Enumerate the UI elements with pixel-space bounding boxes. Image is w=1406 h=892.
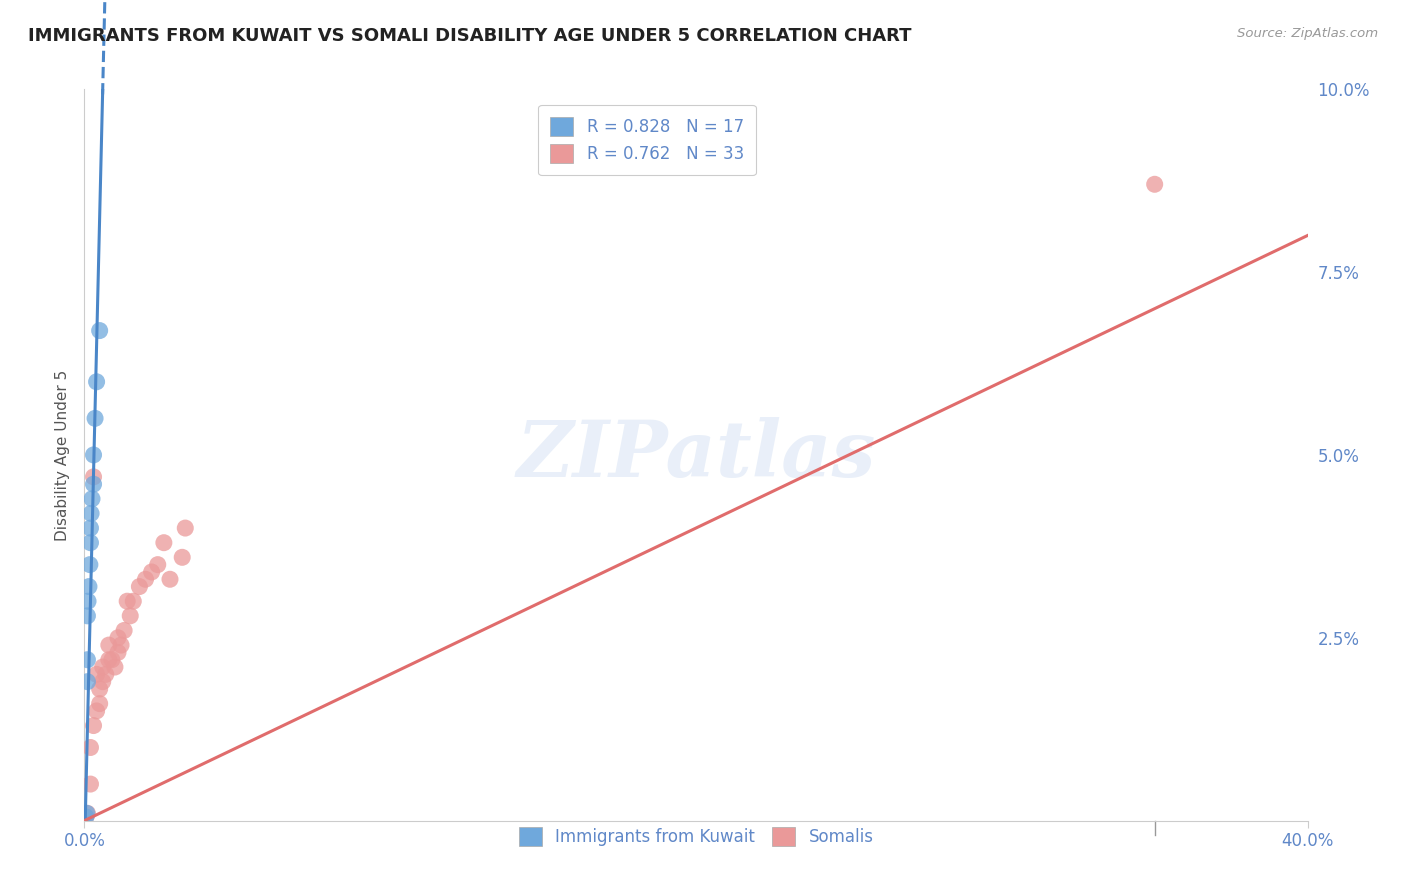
Point bbox=[107, 645, 129, 659]
Text: ZIPatlas: ZIPatlas bbox=[516, 417, 876, 493]
Point bbox=[146, 558, 169, 572]
Point bbox=[83, 470, 105, 484]
Point bbox=[76, 806, 98, 821]
Point bbox=[97, 653, 120, 667]
Point bbox=[79, 535, 101, 549]
Legend: Immigrants from Kuwait, Somalis: Immigrants from Kuwait, Somalis bbox=[512, 820, 880, 853]
Point bbox=[91, 674, 114, 689]
Point bbox=[80, 491, 103, 506]
Point bbox=[120, 608, 142, 623]
Point bbox=[89, 681, 111, 696]
Point bbox=[172, 550, 194, 565]
Point bbox=[135, 572, 157, 586]
Text: Source: ZipAtlas.com: Source: ZipAtlas.com bbox=[1237, 27, 1378, 40]
Point bbox=[84, 411, 107, 425]
Point bbox=[159, 572, 181, 586]
Point bbox=[153, 535, 176, 549]
Point bbox=[89, 324, 111, 338]
Point bbox=[83, 448, 105, 462]
Point bbox=[112, 624, 135, 638]
Point bbox=[75, 810, 97, 824]
Point bbox=[83, 718, 105, 732]
Text: IMMIGRANTS FROM KUWAIT VS SOMALI DISABILITY AGE UNDER 5 CORRELATION CHART: IMMIGRANTS FROM KUWAIT VS SOMALI DISABIL… bbox=[28, 27, 911, 45]
Point bbox=[79, 521, 101, 535]
Point bbox=[77, 594, 100, 608]
Point bbox=[1143, 178, 1166, 192]
Point bbox=[97, 638, 120, 652]
Point bbox=[79, 558, 101, 572]
Point bbox=[76, 608, 98, 623]
Point bbox=[76, 806, 98, 821]
Point bbox=[91, 660, 114, 674]
Point bbox=[79, 777, 101, 791]
Point bbox=[128, 580, 150, 594]
Point bbox=[122, 594, 145, 608]
Point bbox=[101, 653, 124, 667]
Point bbox=[107, 631, 129, 645]
Point bbox=[80, 507, 103, 521]
Point bbox=[86, 704, 108, 718]
Point bbox=[174, 521, 197, 535]
Point bbox=[89, 697, 111, 711]
Point bbox=[75, 810, 97, 824]
Point bbox=[110, 638, 132, 652]
Point bbox=[115, 594, 138, 608]
Point bbox=[141, 565, 163, 579]
Point bbox=[83, 477, 105, 491]
Y-axis label: Disability Age Under 5: Disability Age Under 5 bbox=[55, 369, 70, 541]
Point bbox=[94, 667, 117, 681]
Point bbox=[86, 667, 108, 681]
Point bbox=[76, 653, 98, 667]
Point bbox=[77, 580, 100, 594]
Point bbox=[79, 740, 101, 755]
Point bbox=[104, 660, 127, 674]
Point bbox=[86, 375, 108, 389]
Point bbox=[76, 674, 98, 689]
